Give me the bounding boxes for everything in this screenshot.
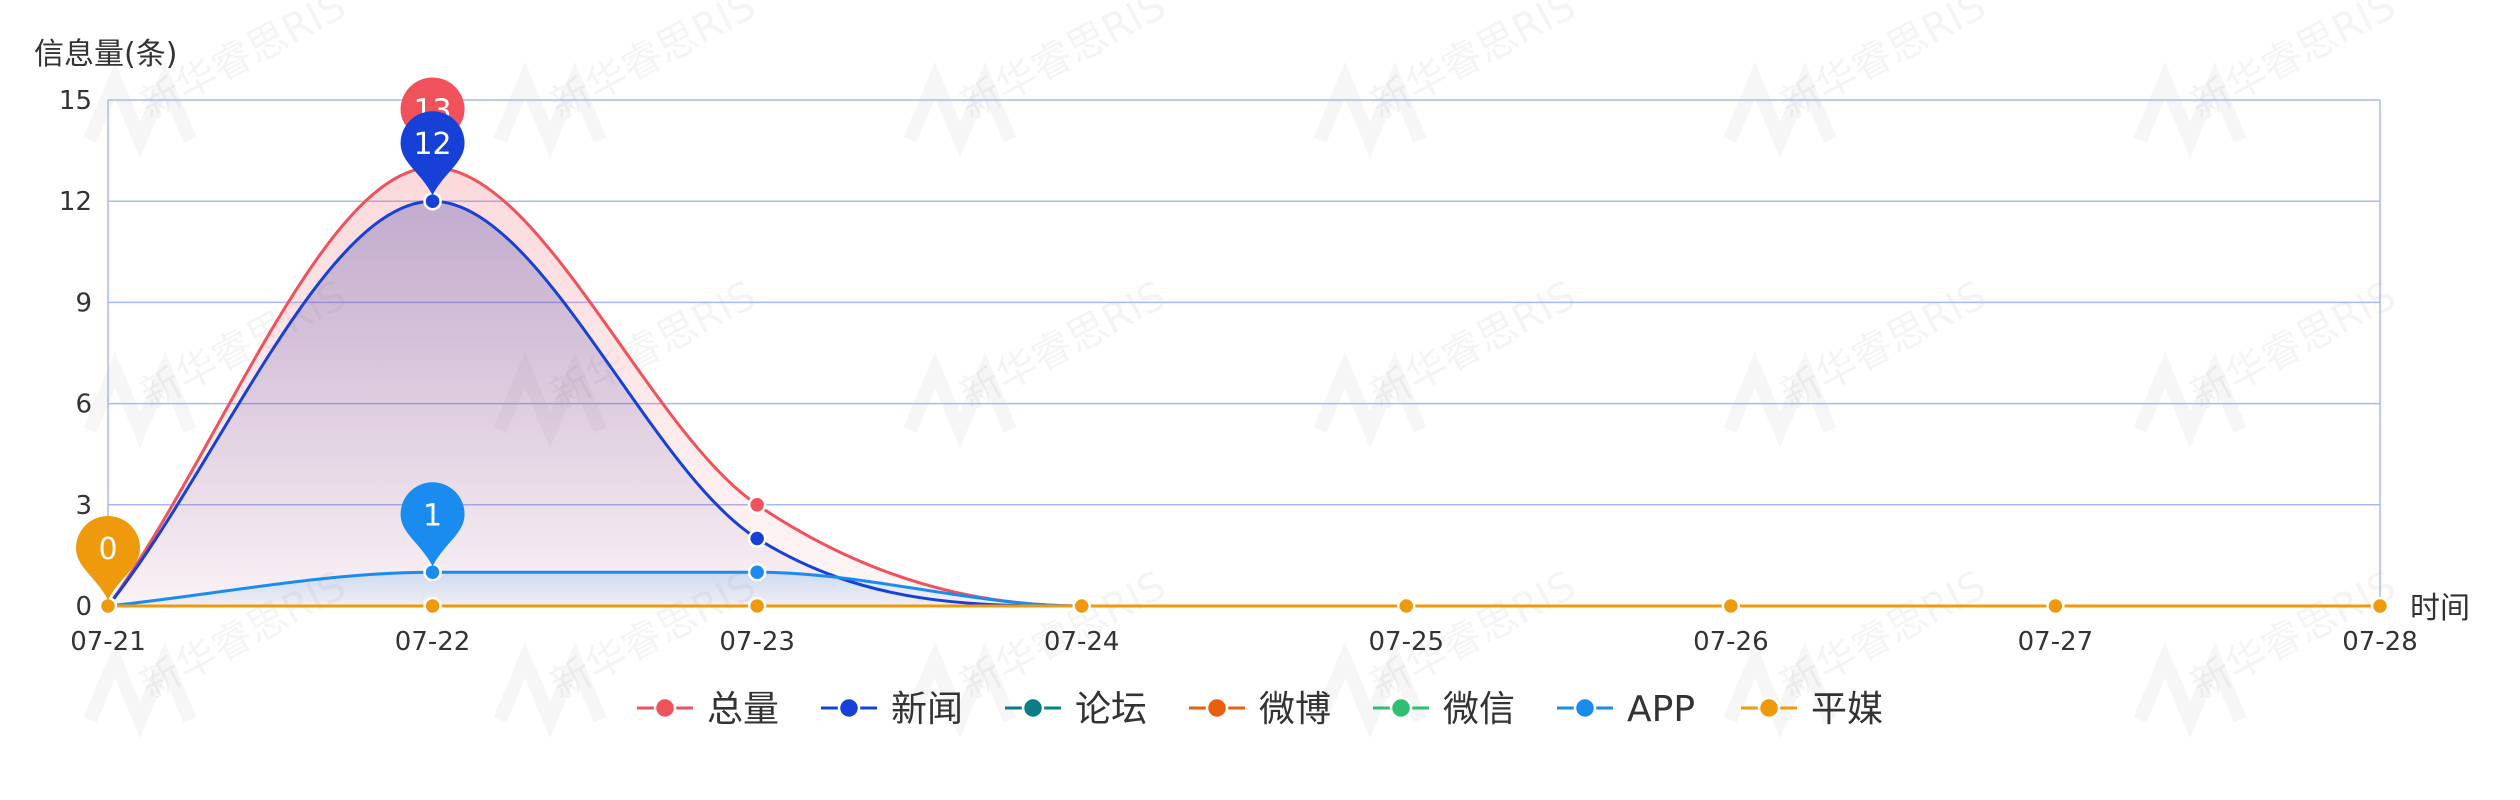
- watermark-text: 新华睿思RIS: [1773, 0, 1993, 129]
- data-point[interactable]: [423, 563, 442, 582]
- legend-marker: [1205, 696, 1229, 720]
- y-tick-label: 6: [75, 390, 92, 420]
- x-tick-label: 07-27: [2018, 627, 2094, 657]
- watermark-text: 新华睿思RIS: [2183, 0, 2403, 129]
- watermark-text: 新华睿思RIS: [2183, 273, 2403, 419]
- marker-pin[interactable]: 1: [400, 482, 465, 567]
- marker-pin-label: 12: [413, 127, 451, 162]
- y-tick-label: 3: [75, 491, 92, 521]
- legend-item[interactable]: 论坛: [1005, 689, 1147, 730]
- x-tick-label: 07-22: [395, 627, 471, 657]
- watermark-text: 新华睿思RIS: [543, 0, 763, 129]
- x-tick-label: 07-28: [2342, 627, 2418, 657]
- legend-marker: [1757, 696, 1781, 720]
- legend-label: 论坛: [1075, 689, 1147, 730]
- watermark-text: 新华睿思RIS: [1773, 563, 1993, 709]
- data-point[interactable]: [747, 495, 767, 515]
- data-point[interactable]: [2046, 596, 2065, 616]
- x-tick-label: 07-25: [1369, 627, 1445, 657]
- y-tick-label: 0: [75, 592, 92, 622]
- marker-pin-label: 0: [98, 532, 117, 567]
- points: [98, 158, 2390, 616]
- data-point[interactable]: [1721, 596, 1741, 616]
- marker-pin-shape: [76, 516, 140, 600]
- watermark-text: 新华睿思RIS: [1773, 273, 1993, 419]
- legend-label: APP: [1627, 689, 1695, 730]
- legend-item[interactable]: 微博: [1189, 689, 1331, 730]
- marker-pin[interactable]: 0: [76, 516, 140, 600]
- legend-marker: [1389, 696, 1413, 720]
- legend-item[interactable]: 总量: [637, 689, 779, 730]
- legend-item[interactable]: 平媒: [1741, 689, 1883, 730]
- data-point[interactable]: [423, 191, 442, 211]
- marker-pin-shape: [400, 111, 465, 196]
- data-point[interactable]: [423, 596, 442, 616]
- legend-marker: [1573, 696, 1597, 720]
- marker-pin[interactable]: 12: [400, 111, 465, 196]
- legend-marker: [653, 696, 677, 720]
- y-axis-title: 信息量(条): [34, 37, 177, 72]
- series-area: [108, 572, 2380, 606]
- legend-item[interactable]: APP: [1557, 689, 1695, 730]
- series-area: [108, 201, 2380, 606]
- legend-marker: [837, 696, 861, 720]
- legend-item[interactable]: 新闻: [821, 689, 963, 730]
- marker-pin-shape: [400, 482, 465, 567]
- data-point[interactable]: [747, 596, 767, 616]
- legend-label: 微博: [1259, 689, 1331, 730]
- y-tick-label: 15: [59, 86, 92, 116]
- x-axis-title: 时间: [2410, 591, 2470, 626]
- y-tick-label: 12: [59, 187, 92, 217]
- watermark-text: 新华睿思RIS: [1363, 273, 1583, 419]
- data-point[interactable]: [747, 529, 767, 548]
- data-point[interactable]: [747, 563, 767, 582]
- legend-label: 平媒: [1811, 689, 1883, 730]
- legend-marker: [1021, 696, 1045, 720]
- x-tick-label: 07-21: [70, 627, 146, 657]
- data-point[interactable]: [98, 596, 118, 616]
- y-tick-label: 9: [75, 288, 92, 318]
- x-tick-label: 07-23: [719, 627, 795, 657]
- watermark-text: 新华睿思RIS: [953, 273, 1173, 419]
- data-point[interactable]: [1072, 596, 1091, 616]
- data-point[interactable]: [1397, 596, 1416, 616]
- legend: 总量 新闻 论坛 微博 微信 APP 平媒: [637, 689, 1883, 730]
- watermark-text: 新华睿思RIS: [1363, 0, 1583, 129]
- x-tick-label: 07-26: [1693, 627, 1769, 657]
- data-point[interactable]: [2370, 596, 2390, 616]
- watermark-text: 新华睿思RIS: [953, 0, 1173, 129]
- marker-pin-label: 1: [423, 498, 442, 533]
- legend-label: 总量: [707, 689, 779, 730]
- legend-label: 微信: [1443, 689, 1515, 730]
- legend-item[interactable]: 微信: [1373, 689, 1515, 730]
- areas: [108, 167, 2380, 606]
- legend-label: 新闻: [891, 689, 963, 730]
- x-tick-label: 07-24: [1044, 627, 1120, 657]
